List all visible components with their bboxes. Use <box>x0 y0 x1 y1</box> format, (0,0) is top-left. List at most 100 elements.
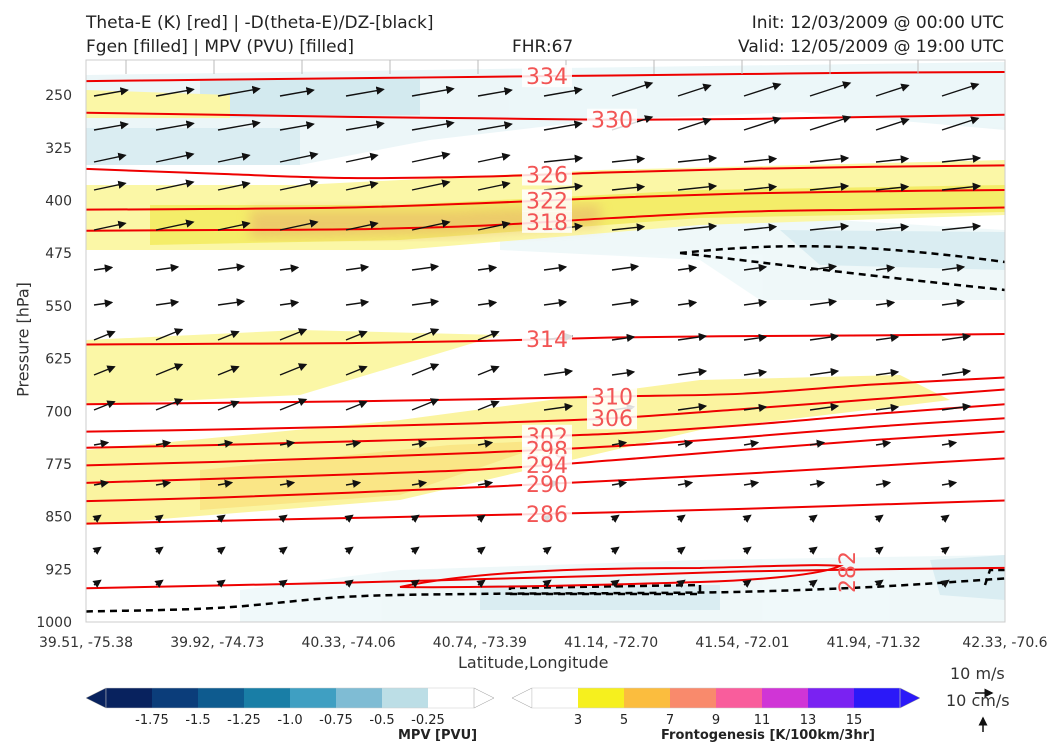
colorbar-tick: 9 <box>712 713 720 728</box>
wind-vector <box>279 179 319 191</box>
x-tick-label: 41.14, -72.70 <box>564 635 658 651</box>
wind-vector <box>610 546 620 555</box>
wind-vectors <box>92 81 982 588</box>
wind-vector <box>743 403 768 413</box>
wind-vector <box>611 183 646 192</box>
wind-vector <box>875 83 910 97</box>
wind-vector <box>677 154 718 163</box>
wind-vector <box>217 220 251 231</box>
wind-vector <box>155 120 195 131</box>
theta-e-contour-330 <box>86 111 1005 121</box>
colorbar-tick: 7 <box>666 713 674 728</box>
wind-vector <box>217 439 234 448</box>
colorbar-segment <box>382 688 428 708</box>
colorbar-segment <box>670 688 716 708</box>
wind-vector <box>941 367 972 377</box>
contour-label-bg <box>522 65 572 88</box>
wind-vector <box>676 579 686 588</box>
wind-vector <box>677 117 712 131</box>
y-tick-label: 550 <box>45 299 72 315</box>
wind-vector <box>743 333 768 343</box>
wind-vector <box>217 365 240 376</box>
colorbar-tick: -1.5 <box>185 713 210 728</box>
contour-label-bg <box>587 108 637 131</box>
contour-label-326: 326 <box>526 163 568 188</box>
wind-vector <box>611 333 636 343</box>
contour-label-306: 306 <box>591 407 633 432</box>
colorbar-tick: -0.75 <box>319 713 353 728</box>
wind-vector <box>941 154 982 163</box>
stability-contour <box>679 244 1005 292</box>
stability-contour <box>983 568 1005 586</box>
colorbar-tick: 3 <box>574 713 582 728</box>
y-tick-label: 700 <box>45 404 72 420</box>
wind-vector <box>676 546 686 555</box>
wind-vector <box>411 179 451 191</box>
wind-vector <box>875 264 896 273</box>
wind-vector <box>410 546 420 555</box>
wind-vector <box>279 299 300 308</box>
wind-vector <box>278 546 288 555</box>
wind-vector <box>743 82 782 97</box>
wind-vector <box>677 402 708 412</box>
wind-vector <box>941 222 982 231</box>
wind-vector <box>477 479 494 488</box>
wind-vector <box>411 263 440 272</box>
contour-label-334: 334 <box>526 65 568 90</box>
theta-e-contour-282 <box>86 566 1005 590</box>
wind-vector <box>476 514 486 523</box>
colorbar-arrow <box>85 687 107 709</box>
theta-e-contour-306 <box>86 388 1005 433</box>
contour-label-314: 314 <box>526 328 568 353</box>
wind-vector <box>216 579 226 588</box>
wind-vector <box>611 439 628 448</box>
wind-vector <box>279 363 308 376</box>
wind-vector <box>155 219 195 231</box>
contour-label-286: 286 <box>526 503 568 528</box>
colorbar-segment <box>152 688 198 708</box>
wind-vector <box>875 299 896 308</box>
wind-vector <box>279 151 319 163</box>
wind-vector <box>93 299 114 308</box>
wind-vector <box>217 85 261 97</box>
wind-vector <box>410 514 420 523</box>
wind-vector <box>875 479 892 488</box>
colorbar-tick: 11 <box>754 713 771 728</box>
wind-vector <box>410 579 420 588</box>
wind-vector <box>217 180 251 191</box>
wind-vector <box>279 121 315 131</box>
wind-vector <box>217 479 234 488</box>
colorbar-tick: 15 <box>846 713 863 728</box>
wind-vector <box>941 263 966 273</box>
colorbar-frame <box>531 687 901 709</box>
wind-vector <box>154 579 164 588</box>
contour-label-bg <box>587 385 637 408</box>
wind-vector <box>345 120 385 131</box>
wind-vector <box>543 182 584 191</box>
wind-vector <box>809 263 838 272</box>
wind-vector <box>93 264 114 273</box>
wind-vector <box>809 298 838 307</box>
wind-vector <box>217 400 240 411</box>
wind-vector <box>808 546 818 555</box>
y-tick-label: 775 <box>45 457 72 473</box>
x-tick-label: 41.54, -72.01 <box>695 635 789 651</box>
wind-vector <box>477 330 500 341</box>
wind-vector <box>217 119 261 131</box>
contour-label-310: 310 <box>591 385 633 410</box>
wind-vector <box>875 155 910 164</box>
wind-vector <box>155 439 172 448</box>
wind-vector <box>217 152 251 163</box>
wind-vector <box>216 514 226 523</box>
wind-vector <box>611 223 646 232</box>
wind-vector <box>278 579 288 588</box>
fgen-colorbar-title: Frontogenesis [K/100km/3hr] <box>661 728 875 743</box>
wind-vector <box>92 514 102 523</box>
colorbar-segment <box>290 688 336 708</box>
wind-vector <box>676 514 686 523</box>
colorbar-tick: 5 <box>620 713 628 728</box>
wind-vector <box>155 298 180 308</box>
wind-vector <box>279 87 315 97</box>
wind-vector <box>93 220 127 231</box>
wind-vector <box>155 328 184 341</box>
